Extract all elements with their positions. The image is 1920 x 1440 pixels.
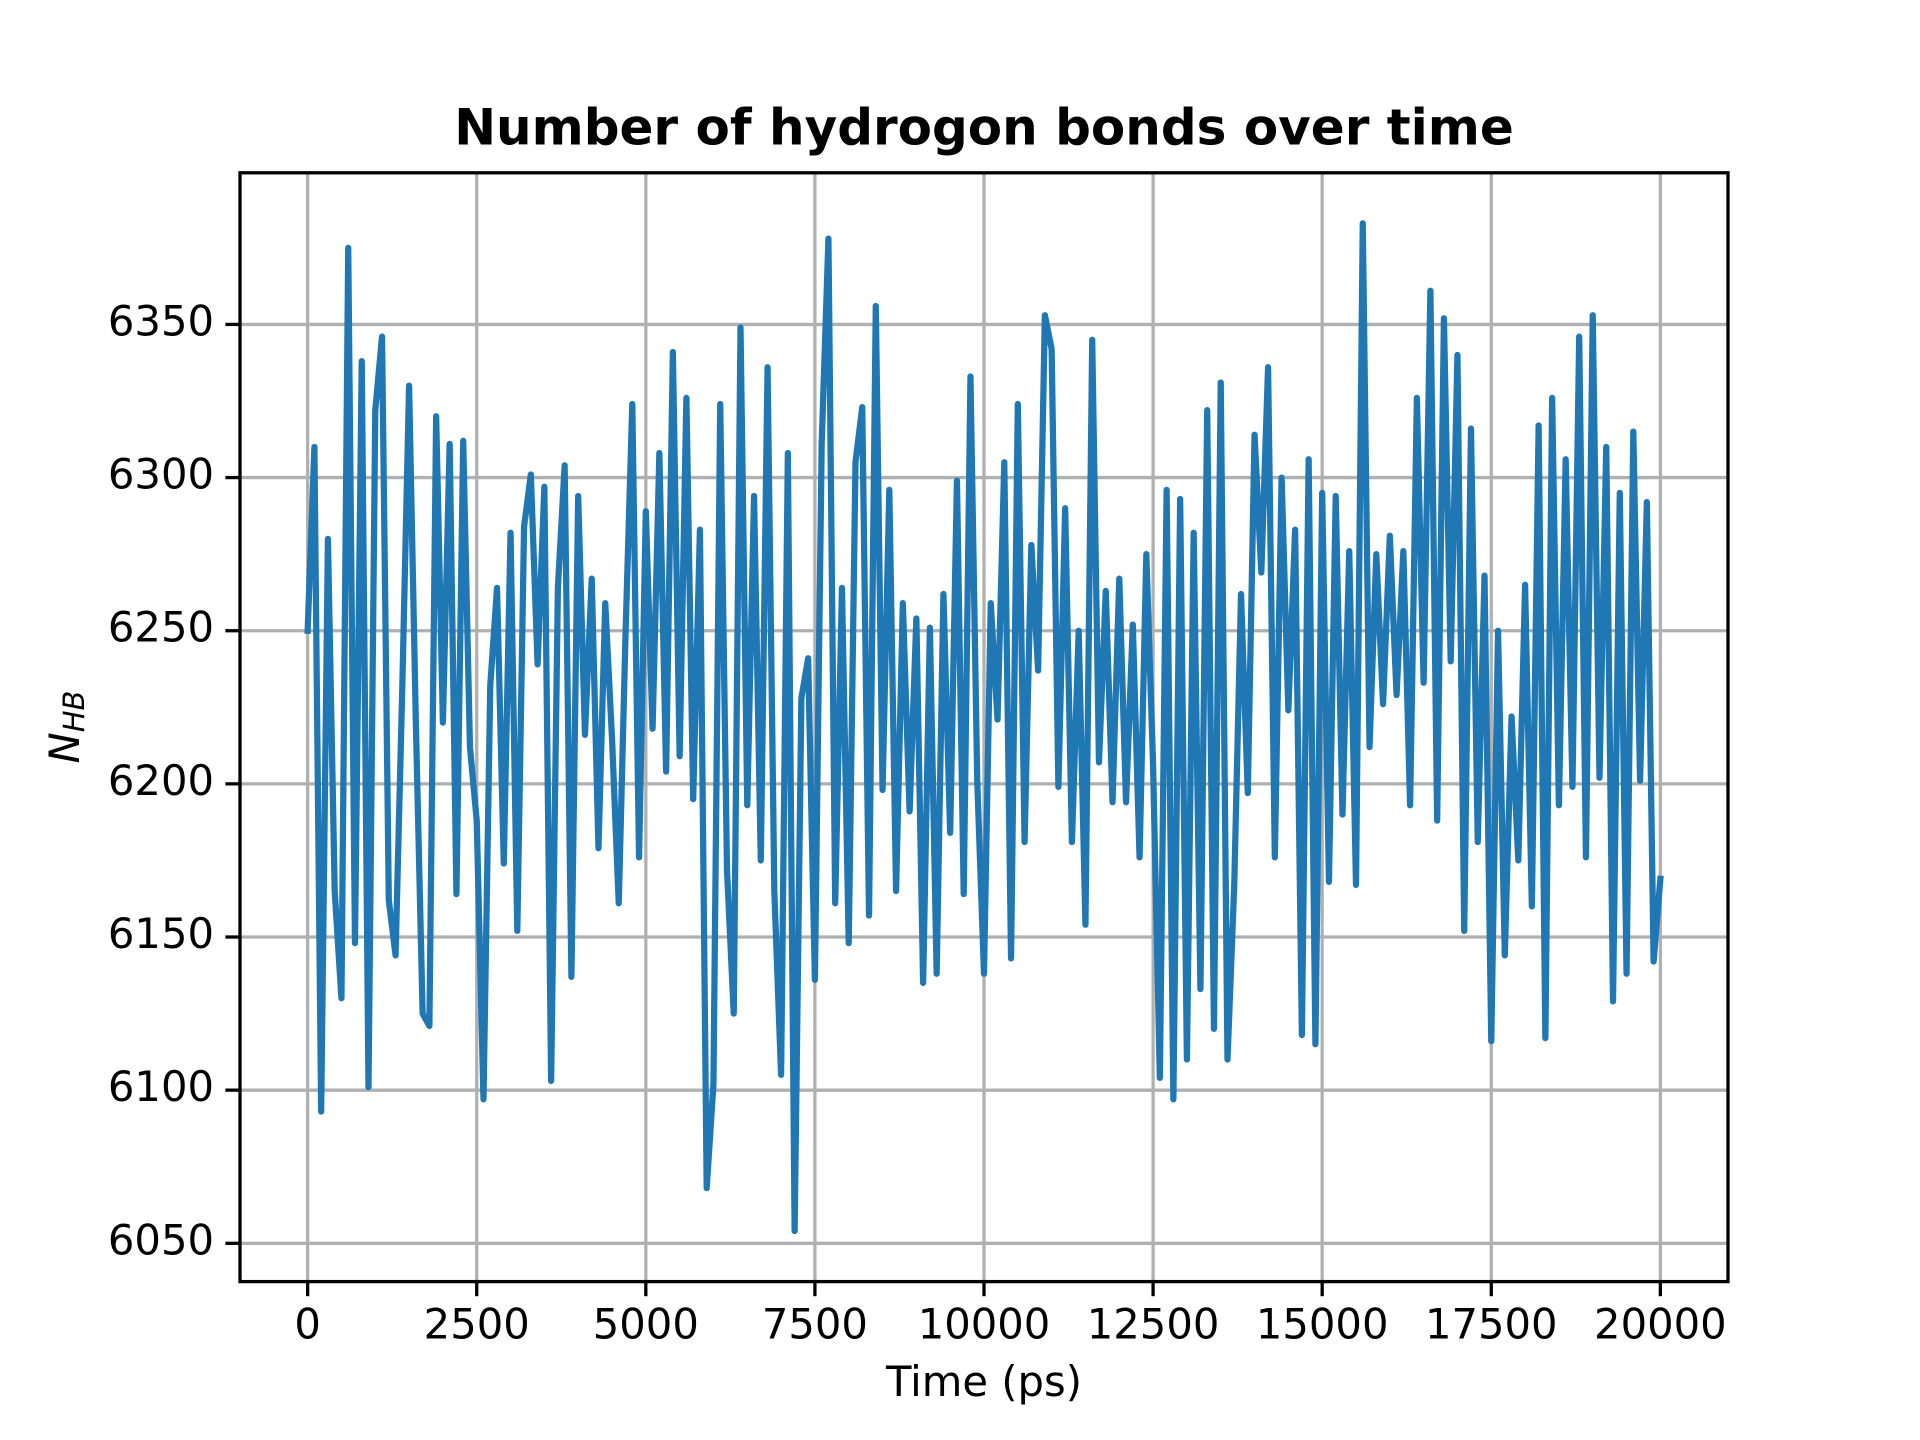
x-tick-label: 5000: [593, 1300, 699, 1349]
y-tick-label: 6250: [108, 603, 214, 652]
y-tick-label: 6300: [108, 450, 214, 499]
y-axis-label: NHB: [40, 691, 91, 764]
axes-frame: [238, 171, 1730, 1284]
x-tick-label: 10000: [918, 1300, 1051, 1349]
x-axis-label: Time (ps): [885, 1357, 1082, 1406]
x-tick-label: 12500: [1087, 1300, 1220, 1349]
x-tick-label: 15000: [1256, 1300, 1389, 1349]
x-tick-label: 7500: [762, 1300, 868, 1349]
data-line: [304, 220, 1664, 1235]
x-tick-label: 20000: [1594, 1300, 1727, 1349]
x-tick-label: 2500: [424, 1300, 530, 1349]
x-tick-label: 17500: [1425, 1300, 1558, 1349]
y-tick-label: 6350: [108, 296, 214, 345]
y-tick-label: 6050: [108, 1215, 214, 1264]
x-tick-label: 0: [294, 1300, 321, 1349]
y-axis-label-subscript: HB: [57, 691, 91, 733]
y-tick-label: 6200: [108, 756, 214, 805]
y-tick-label: 6150: [108, 909, 214, 958]
y-axis-label-symbol: N: [40, 732, 89, 763]
y-tick-label: 6100: [108, 1062, 214, 1111]
chart-title: Number of hydrogon bonds over time: [454, 99, 1514, 157]
